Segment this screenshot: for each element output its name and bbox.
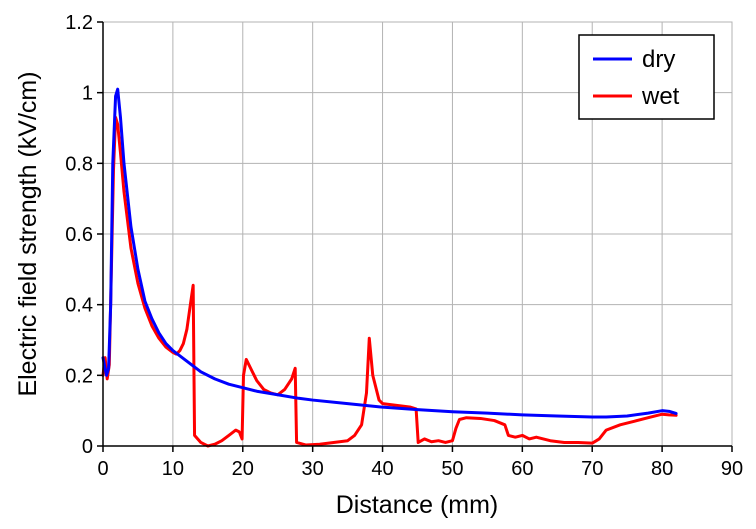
y-axis-title: Electric field strength (kV/cm)	[14, 71, 42, 396]
x-tick-labels: 0 10 20 30 40 50 60 70 80 90	[97, 458, 743, 480]
y-tick-label: 0	[82, 436, 93, 458]
legend-label-wet: wet	[641, 83, 680, 110]
series-layer	[101, 87, 678, 448]
x-axis-title: Distance (mm)	[336, 491, 499, 519]
legend-label-dry: dry	[642, 46, 675, 73]
x-tick-label: 90	[721, 458, 743, 480]
y-tick-label: 0.4	[65, 295, 93, 317]
y-tick-label: 0.2	[65, 365, 93, 387]
x-tick-label: 40	[371, 458, 393, 480]
y-tick-label: 0.6	[65, 224, 93, 246]
y-tick-labels: 0 0.2 0.4 0.6 0.8 1 1.2	[65, 12, 93, 458]
legend-box	[578, 34, 715, 120]
y-tick-label: 1.2	[65, 12, 93, 34]
ticks	[97, 21, 733, 452]
x-tick-label: 60	[511, 458, 533, 480]
y-tick-label: 0.8	[65, 153, 93, 175]
x-tick-label: 10	[162, 458, 184, 480]
y-tick-label: 1	[82, 83, 93, 105]
x-tick-label: 0	[97, 458, 108, 480]
x-tick-label: 30	[302, 458, 324, 480]
series-line-dry	[101, 87, 678, 419]
legend: dry wet	[578, 34, 715, 120]
x-tick-label: 50	[441, 458, 463, 480]
x-tick-label: 80	[651, 458, 673, 480]
x-tick-label: 70	[581, 458, 603, 480]
series-line-wet	[101, 115, 678, 448]
x-tick-label: 20	[232, 458, 254, 480]
